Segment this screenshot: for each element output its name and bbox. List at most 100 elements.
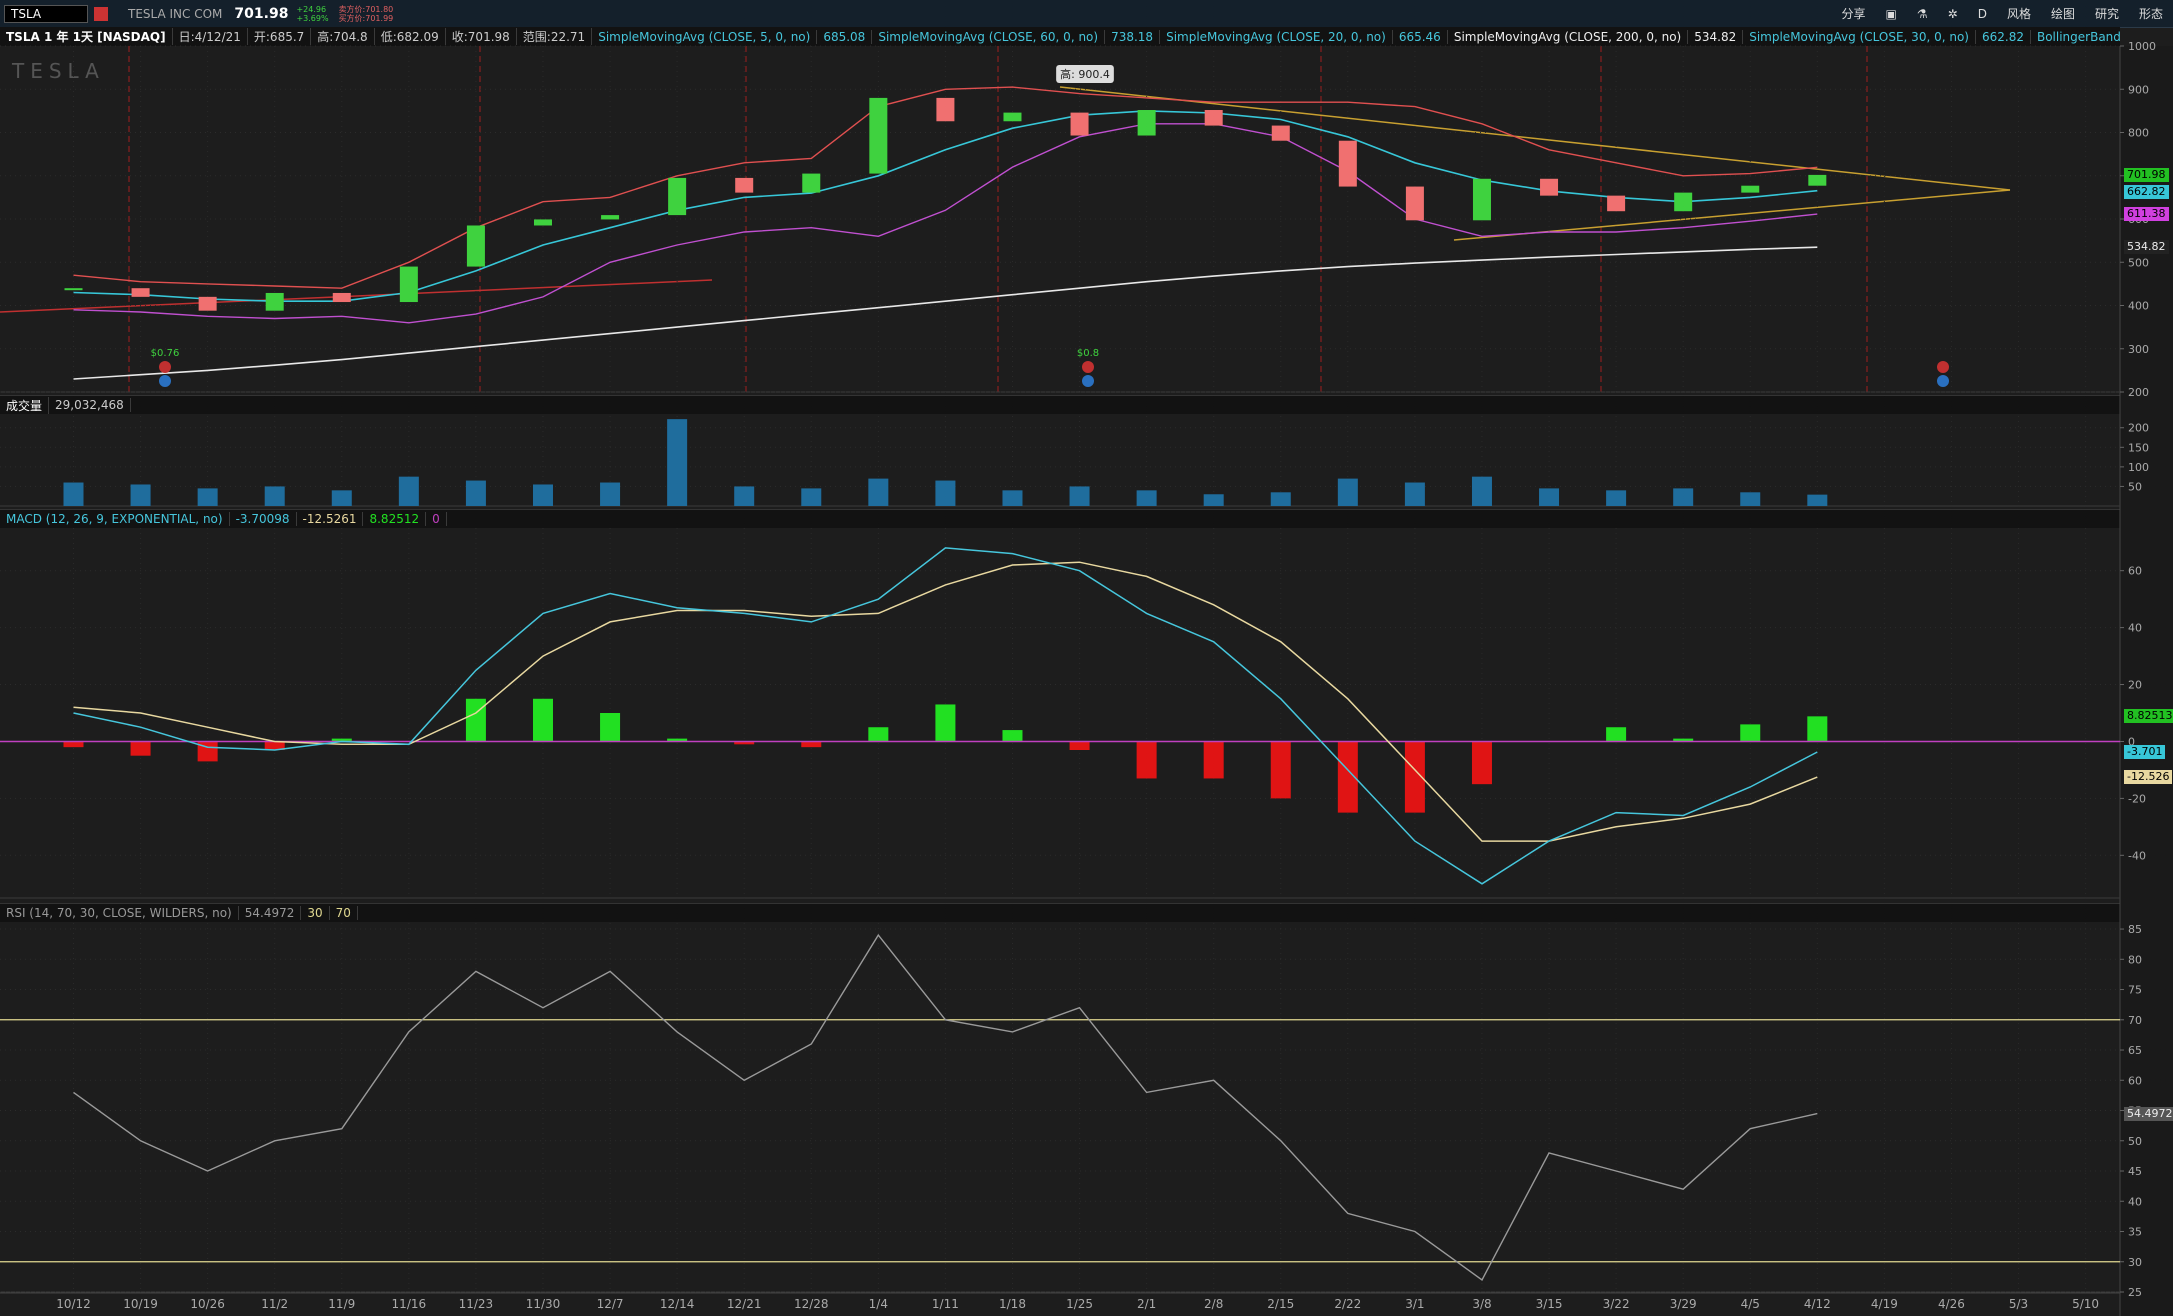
- price-marker: 8.82513: [2124, 709, 2173, 724]
- x-tick-label: 4/19: [1871, 1297, 1898, 1311]
- candle: [1674, 192, 1693, 212]
- y-tick-label: -40: [2128, 849, 2146, 862]
- volume-bar: [801, 488, 822, 506]
- bar-date: 日:4/12/21: [173, 28, 248, 45]
- candle: [1472, 178, 1491, 221]
- bar-range: 范围:22.71: [517, 28, 593, 45]
- period-dividers: [128, 46, 1868, 392]
- toolbar-button[interactable]: 绘图: [2050, 7, 2075, 21]
- volume-bar: [667, 419, 688, 506]
- toolbar-button[interactable]: ▣: [1885, 6, 1897, 21]
- volume-bar: [398, 476, 419, 506]
- x-tick-label: 11/23: [459, 1297, 494, 1311]
- x-tick-label: 3/1: [1405, 1297, 1424, 1311]
- volume-bar: [600, 482, 621, 506]
- rsi-header: RSI (14, 70, 30, CLOSE, WILDERS, no) 54.…: [0, 903, 2120, 922]
- x-tick-label: 3/29: [1670, 1297, 1697, 1311]
- volume-bar: [63, 482, 84, 506]
- histogram-bar: [667, 738, 688, 742]
- candle: [466, 225, 485, 267]
- dividend-label: $0.8: [1077, 348, 1099, 359]
- macd-value: -3.70098: [230, 512, 297, 526]
- y-tick-label: 500: [2128, 256, 2149, 269]
- candle: [265, 292, 284, 311]
- event-icon: [1082, 361, 1094, 373]
- quote-block: 卖方价:701.80 买方价:701.99: [339, 5, 394, 23]
- histogram-bar: [63, 741, 84, 748]
- toolbar-button[interactable]: ✲: [1947, 6, 1958, 21]
- candle: [1808, 174, 1827, 186]
- volume-bar: [1337, 478, 1358, 506]
- hist-value: 8.82512: [363, 512, 427, 526]
- x-tick-label: 11/16: [392, 1297, 427, 1311]
- candle: [131, 288, 150, 297]
- x-tick-label: 3/8: [1472, 1297, 1491, 1311]
- study-name: SimpleMovingAvg (CLOSE, 60, 0, no): [872, 29, 1106, 44]
- signal-line: [73, 561, 1818, 842]
- candle: [735, 177, 754, 193]
- histogram-bar: [935, 704, 956, 742]
- toolbar-button[interactable]: ⚗: [1916, 6, 1928, 21]
- y-tick-label: 1000: [2128, 40, 2156, 53]
- study-value: 534.82: [1688, 29, 1744, 44]
- histogram-bar: [1404, 741, 1425, 813]
- x-tick-label: 3/15: [1536, 1297, 1563, 1311]
- volume-bar: [1539, 488, 1560, 506]
- toolbar-button[interactable]: 分享: [1841, 7, 1866, 21]
- volume-bar: [1203, 494, 1224, 506]
- price-legend: TSLA 1 年 1天 [NASDAQ] 日:4/12/21 开:685.7 高…: [0, 27, 2120, 46]
- x-tick-label: 1/4: [869, 1297, 888, 1311]
- y-tick-label: 50: [2128, 480, 2142, 493]
- histogram-bar: [197, 741, 218, 762]
- volume-bar: [868, 478, 889, 506]
- price-marker: 534.82: [2124, 240, 2169, 255]
- candle: [1070, 112, 1089, 136]
- toolbar-button[interactable]: 风格: [2006, 7, 2031, 21]
- bar-high: 高:704.8: [311, 28, 375, 45]
- price-marker: 662.82: [2124, 184, 2169, 199]
- trendline: [0, 279, 713, 313]
- histogram-bar: [1270, 741, 1291, 799]
- histogram-bar: [465, 698, 486, 742]
- volume-total: 29,032,468: [49, 398, 131, 412]
- toolbar-button[interactable]: D: [1977, 6, 1987, 21]
- symbol-input[interactable]: TSLA: [4, 4, 88, 23]
- volume-title: 成交量: [0, 396, 50, 414]
- price-marker: -12.526: [2124, 770, 2173, 785]
- candle: [601, 215, 620, 220]
- x-tick-label: 1/25: [1066, 1297, 1093, 1311]
- y-tick-label: 40: [2128, 622, 2142, 635]
- x-tick-label: 3/22: [1603, 1297, 1630, 1311]
- toolbar-button[interactable]: 研究: [2094, 7, 2119, 21]
- y-tick-label: 60: [2128, 1074, 2142, 1087]
- volume-bar: [532, 484, 553, 506]
- toolbar: TSLA TESLA INC COM 701.98 +24.96 +3.69% …: [0, 0, 2173, 28]
- study-name: SimpleMovingAvg (CLOSE, 20, 0, no): [1160, 29, 1393, 44]
- y-tick-label: 30: [2128, 1256, 2142, 1269]
- rsi-title: RSI (14, 70, 30, CLOSE, WILDERS, no): [0, 906, 239, 920]
- y-tick-label: 900: [2128, 83, 2149, 96]
- y-tick-label: 300: [2128, 343, 2149, 356]
- candle: [668, 177, 687, 216]
- high-label: 高: 900.4: [1060, 67, 1110, 81]
- signal-value: -12.5261: [297, 512, 364, 526]
- ask: 卖方价:701.80: [338, 4, 394, 14]
- event-icon: [159, 375, 171, 387]
- macd-title: MACD (12, 26, 9, EXPONENTIAL, no): [0, 512, 230, 526]
- rsi-value: 54.4972: [239, 906, 302, 920]
- volume-bar: [331, 490, 352, 506]
- study-name: SimpleMovingAvg (CLOSE, 200, 0, no): [1448, 29, 1689, 44]
- x-tick-label: 11/30: [526, 1297, 561, 1311]
- toolbar-button[interactable]: 形态: [2138, 7, 2163, 21]
- x-tick-label: 10/12: [56, 1297, 91, 1311]
- y-tick-label: 80: [2128, 953, 2142, 966]
- change-block: +24.96 +3.69%: [296, 5, 338, 23]
- company-name: TESLA INC COM: [128, 6, 223, 21]
- y-tick-label: 400: [2128, 300, 2149, 313]
- candle: [1137, 110, 1156, 136]
- x-tick-label: 1/18: [999, 1297, 1026, 1311]
- volume-bar: [1673, 488, 1694, 506]
- bar-low: 低:682.09: [375, 28, 446, 45]
- histogram-bar: [801, 741, 822, 748]
- candle: [1204, 110, 1223, 126]
